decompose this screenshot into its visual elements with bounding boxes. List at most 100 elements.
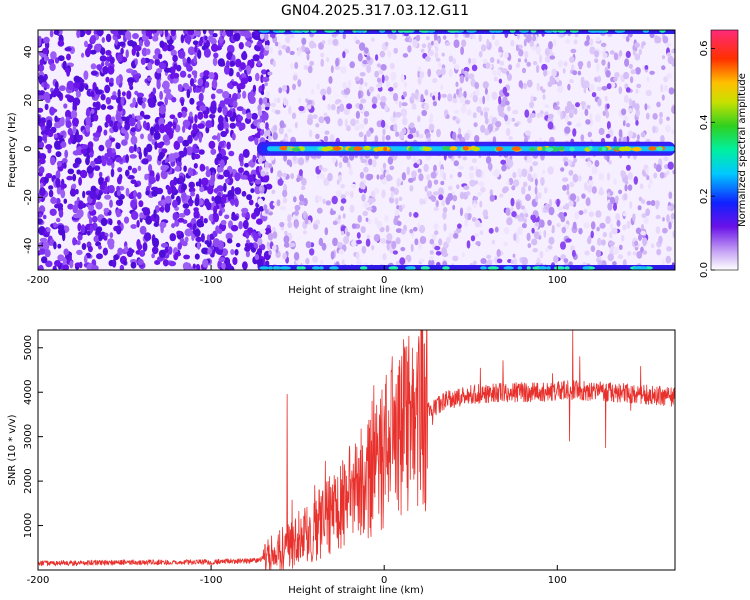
- spectrogram-cell: [600, 42, 607, 48]
- spectrogram-cell: [264, 102, 271, 108]
- spectrogram-cell: [296, 51, 302, 57]
- spectrogram-cell: [67, 203, 74, 210]
- spectrogram-cell: [176, 64, 182, 72]
- spectrogram-cell: [143, 114, 151, 120]
- spectrogram-cell: [447, 193, 453, 201]
- spectrogram-cell: [532, 35, 537, 42]
- spectrogram-cell: [342, 155, 349, 163]
- colorbar-tick-label: 0.6: [699, 41, 710, 57]
- spectrogram-cell: [211, 43, 219, 53]
- spectrogram-cell: [437, 62, 442, 68]
- spectrogram-cell: [472, 112, 477, 119]
- spectrogram-cell: [195, 236, 203, 242]
- spectrogram-cell: [183, 165, 187, 172]
- spectrogram-cell: [321, 167, 328, 172]
- spectrogram-cell: [203, 114, 209, 119]
- spectrogram-cell: [646, 104, 651, 110]
- spectrogram-cell: [264, 161, 270, 168]
- spectrogram-cell: [221, 203, 226, 208]
- spectrogram-cell: [661, 94, 665, 101]
- spectrogram-cell: [485, 62, 491, 69]
- spectrogram-cell: [277, 178, 284, 186]
- spectrogram-cell: [362, 210, 369, 217]
- spectrogram-cell: [109, 232, 114, 239]
- spectrogram-cell: [70, 109, 78, 119]
- spectrogram-cell: [104, 84, 111, 94]
- spectrogram-cell: [141, 158, 149, 165]
- signal-edge-bottom-hotspot: [312, 266, 321, 270]
- spectrogram-cell: [512, 172, 517, 179]
- spectrogram-cell: [332, 237, 338, 247]
- spectrogram-cell: [507, 159, 514, 168]
- spectrogram-cell: [171, 223, 176, 229]
- spectrogram-cell: [320, 52, 325, 58]
- spectrogram-cell: [104, 194, 112, 200]
- spectrogram-cell: [38, 65, 43, 70]
- spectrogram-y-tick-label: 20: [23, 94, 34, 107]
- spectrogram-cell: [608, 241, 616, 246]
- spectrogram-cell: [49, 62, 56, 72]
- spectrogram-y-tick-label: 40: [23, 45, 34, 58]
- spectrogram-cell: [230, 224, 239, 232]
- spectrogram-cell: [666, 170, 670, 176]
- spectrogram-cell: [327, 38, 333, 46]
- spectrogram-cell: [360, 158, 367, 164]
- spectrogram-cell: [127, 77, 135, 84]
- spectrogram-cell: [334, 65, 341, 71]
- spectrogram-cell: [382, 128, 386, 136]
- spectrogram-cell: [607, 202, 613, 211]
- spectrogram-cell: [254, 136, 259, 146]
- spectrogram-cell: [95, 226, 102, 235]
- spectrogram-cell: [176, 230, 182, 236]
- spectrogram-cell: [95, 201, 103, 210]
- spectrogram-cell: [518, 44, 523, 49]
- spectrogram-cell: [625, 164, 631, 171]
- spectrogram-cell: [156, 79, 161, 90]
- spectrogram-cell: [177, 111, 183, 119]
- spectrogram-cell: [536, 82, 540, 92]
- spectrogram-cell: [103, 235, 108, 241]
- spectrogram-cell: [93, 43, 102, 53]
- spectrogram-cell: [301, 37, 307, 45]
- spectrogram-cell: [72, 162, 79, 169]
- spectrogram-cell: [226, 110, 233, 118]
- spectrogram-cell: [532, 248, 538, 253]
- spectrogram-cell: [256, 60, 261, 67]
- spectrogram-cell: [608, 160, 612, 165]
- spectrogram-cell: [187, 56, 191, 64]
- spectrogram-cell: [376, 220, 383, 229]
- spectrogram-cell: [517, 167, 522, 175]
- spectrogram-cell: [56, 217, 61, 223]
- spectrogram-cell: [125, 169, 130, 177]
- spectrogram-cell: [471, 217, 477, 222]
- spectrogram-cell: [100, 104, 107, 110]
- spectrogram-cell: [159, 90, 164, 100]
- spectrogram-cell: [457, 223, 462, 229]
- spectrogram-cell: [330, 251, 335, 260]
- spectrogram-cell: [547, 121, 554, 130]
- spectrogram-cell: [548, 41, 553, 50]
- spectrogram-cell: [127, 165, 132, 171]
- spectrogram-cell: [184, 34, 192, 44]
- spectrogram-cell: [393, 47, 399, 54]
- spectrogram-cell: [154, 123, 160, 132]
- spectrogram-cell: [434, 230, 439, 236]
- signal-edge-top-hotspot: [401, 30, 413, 33]
- spectrogram-cell: [667, 161, 674, 170]
- spectrogram-cell: [225, 128, 229, 135]
- spectrogram-cell: [458, 127, 461, 135]
- spectrogram-cell: [303, 230, 307, 235]
- spectrogram-cell: [346, 125, 351, 132]
- spectrogram-cell: [132, 97, 136, 107]
- spectrogram-cell: [452, 131, 457, 141]
- spectrogram-cell: [93, 114, 99, 122]
- spectrogram-cell: [432, 95, 436, 101]
- spectrogram-cell: [60, 141, 67, 148]
- spectrogram-cell: [452, 255, 459, 262]
- spectrogram-cell: [572, 70, 578, 76]
- spectrogram-cell: [511, 211, 517, 218]
- spectrogram-cell: [478, 50, 483, 58]
- spectrogram-cell: [261, 211, 265, 216]
- spectrogram-cell: [207, 248, 213, 255]
- spectrogram-cell: [200, 215, 204, 221]
